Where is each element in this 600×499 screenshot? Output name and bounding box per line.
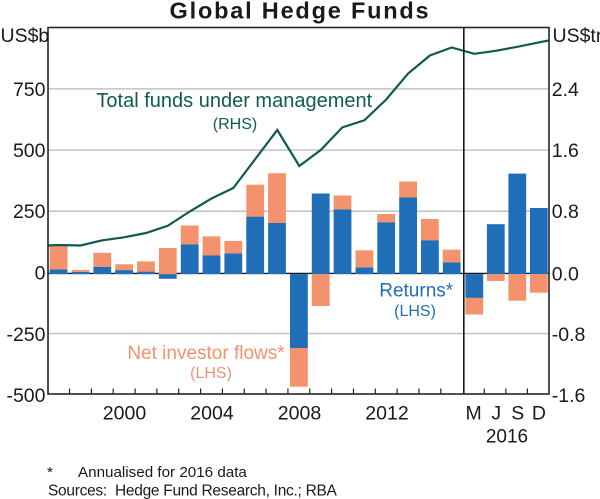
svg-text:2016: 2016 (486, 426, 528, 447)
svg-text:0.8: 0.8 (552, 201, 579, 223)
svg-text:2008: 2008 (278, 403, 321, 425)
svg-text:-0.8: -0.8 (552, 324, 586, 346)
svg-text:-250: -250 (6, 324, 45, 346)
svg-text:-1.6: -1.6 (552, 385, 586, 407)
svg-text:Sources: Hedge Fund Research,: Sources: Hedge Fund Research, Inc.; RBA (48, 483, 338, 499)
svg-text:0.0: 0.0 (552, 263, 579, 285)
svg-text:D: D (532, 403, 546, 425)
svg-text:US$tr: US$tr (553, 25, 600, 47)
svg-text:0: 0 (35, 263, 46, 285)
svg-text:-500: -500 (6, 385, 45, 407)
svg-text:M: M (465, 403, 481, 425)
svg-text:Returns*: Returns* (379, 281, 454, 302)
svg-text:250: 250 (13, 201, 46, 223)
svg-text:2.4: 2.4 (552, 79, 579, 101)
svg-text:*: * (47, 464, 53, 481)
svg-text:750: 750 (13, 79, 46, 101)
svg-text:Total funds under management: Total funds under management (96, 90, 372, 112)
svg-text:Annualised for 2016 data: Annualised for 2016 data (78, 464, 247, 481)
svg-text:500: 500 (13, 140, 46, 162)
svg-text:J: J (491, 403, 501, 425)
svg-text:2004: 2004 (190, 403, 234, 425)
svg-text:Net investor flows*: Net investor flows* (127, 343, 285, 364)
svg-text:S: S (511, 403, 524, 425)
svg-text:1.6: 1.6 (552, 140, 579, 162)
svg-text:(LHS): (LHS) (394, 303, 436, 320)
svg-text:US$b: US$b (1, 25, 50, 47)
svg-text:2012: 2012 (365, 403, 408, 425)
svg-text:(LHS): (LHS) (190, 365, 232, 382)
svg-text:Global Hedge Funds: Global Hedge Funds (170, 0, 431, 23)
svg-text:(RHS): (RHS) (213, 116, 257, 133)
svg-text:2000: 2000 (103, 403, 147, 425)
